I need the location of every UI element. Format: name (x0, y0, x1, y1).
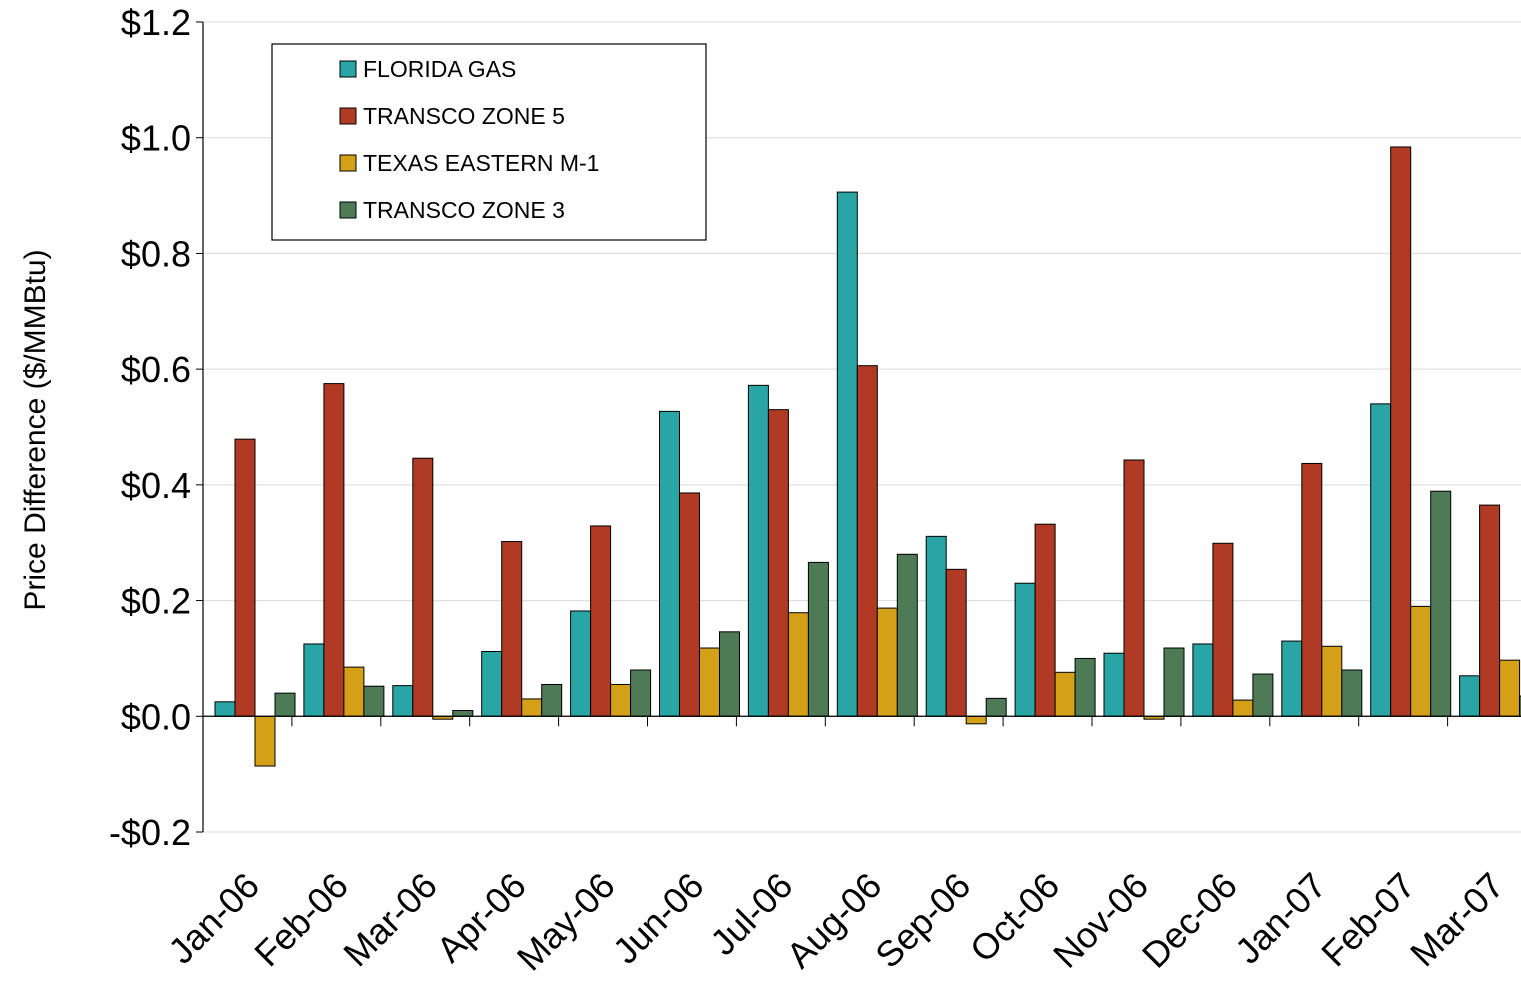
bar (1390, 146, 1412, 717)
legend-swatch (339, 154, 357, 172)
bar (323, 383, 345, 717)
bar (1212, 542, 1234, 717)
bar (521, 698, 543, 717)
bar (1321, 645, 1343, 717)
bar (836, 191, 858, 717)
x-tick-label: Sep-06 (867, 865, 978, 976)
x-tick-label: May-06 (509, 865, 623, 979)
legend-label: TRANSCO ZONE 3 (363, 197, 565, 223)
bar (274, 692, 296, 717)
bar (392, 685, 414, 717)
y-tick-label: $0.6 (121, 349, 191, 390)
bar (412, 457, 434, 717)
bar (590, 525, 612, 717)
bar (481, 650, 503, 717)
bar (1014, 582, 1036, 717)
y-tick-label: -$0.2 (109, 812, 191, 853)
legend-label: FLORIDA GAS (363, 56, 516, 82)
x-tick-label: Feb-07 (1313, 865, 1423, 975)
legend-label: TRANSCO ZONE 5 (363, 103, 565, 129)
bar (965, 715, 987, 725)
bar (747, 384, 769, 717)
bar (1054, 671, 1076, 717)
y-tick-label: $0.8 (121, 233, 191, 274)
bar (925, 535, 947, 717)
bar (234, 438, 256, 717)
bar (1301, 462, 1323, 717)
bar (254, 715, 276, 767)
bar (985, 697, 1007, 717)
bar (1103, 652, 1125, 717)
x-tick-label: Nov-06 (1045, 865, 1156, 976)
bars (214, 146, 1521, 767)
bar (570, 610, 592, 717)
bar (1479, 504, 1501, 717)
x-tick-label: Jan-07 (1227, 865, 1334, 972)
x-tick-labels: Jan-06Feb-06Mar-06Apr-06May-06Jun-06Jul-… (160, 865, 1511, 979)
bar (1499, 659, 1521, 717)
bar (1074, 657, 1096, 717)
bar (610, 683, 632, 717)
x-tick-label: Jan-06 (160, 865, 267, 972)
bar (719, 631, 740, 717)
bar (303, 643, 325, 717)
x-tick-label: Feb-06 (246, 865, 356, 975)
y-tick-label: $0.4 (121, 465, 191, 506)
x-tick-label: Mar-06 (335, 865, 445, 975)
bar (659, 410, 680, 717)
bar (1232, 699, 1254, 717)
bar (1192, 643, 1214, 717)
bar (699, 647, 720, 717)
y-axis-title: Price Difference ($/MMBtu) (19, 249, 52, 610)
x-tick-label: Dec-06 (1134, 865, 1245, 976)
bar (1430, 490, 1452, 717)
bar (679, 492, 700, 717)
bar (214, 701, 236, 717)
bar (856, 365, 878, 717)
y-tick-label: $0.2 (121, 581, 191, 622)
legend-items: FLORIDA GAS TRANSCO ZONE 5 TEXAS EASTERN M… (339, 56, 599, 223)
bar (630, 669, 652, 717)
y-tick-labels: -$0.2 $0.0 $0.2 $0.4 $0.6 $0.8 $1.0 $1.2 (109, 2, 191, 853)
bar (1410, 605, 1432, 717)
y-tick-label: $1.2 (121, 2, 191, 43)
bar (896, 553, 918, 717)
bar (807, 561, 829, 717)
bar (1163, 647, 1185, 717)
bar (1519, 695, 1521, 717)
bar (945, 568, 967, 717)
legend-swatch (339, 201, 357, 219)
legend-swatch (339, 107, 357, 125)
bar (1252, 673, 1274, 717)
bar (1281, 640, 1303, 717)
bar (1370, 403, 1392, 717)
bar (1341, 669, 1363, 717)
bar (363, 685, 385, 717)
bar (1034, 523, 1056, 717)
y-tick-label: $1.0 (121, 118, 191, 159)
axes (196, 21, 1521, 833)
bar (1123, 459, 1145, 717)
bar (876, 607, 898, 717)
bar (767, 409, 789, 717)
x-tick-label: Aug-06 (778, 865, 889, 976)
legend: FLORIDA GAS TRANSCO ZONE 5 TEXAS EASTERN M… (271, 43, 707, 241)
legend-label: TEXAS EASTERN M-1 (363, 150, 599, 176)
bar (452, 710, 474, 717)
bar (787, 612, 809, 717)
bar (501, 541, 523, 717)
bar (541, 683, 563, 717)
x-tick-label: Mar-07 (1402, 865, 1512, 975)
x-tick-label: Jun-06 (605, 865, 712, 972)
bar (1459, 675, 1481, 717)
bar (343, 666, 365, 717)
legend-swatch (339, 60, 357, 78)
y-tick-label: $0.0 (121, 696, 191, 737)
